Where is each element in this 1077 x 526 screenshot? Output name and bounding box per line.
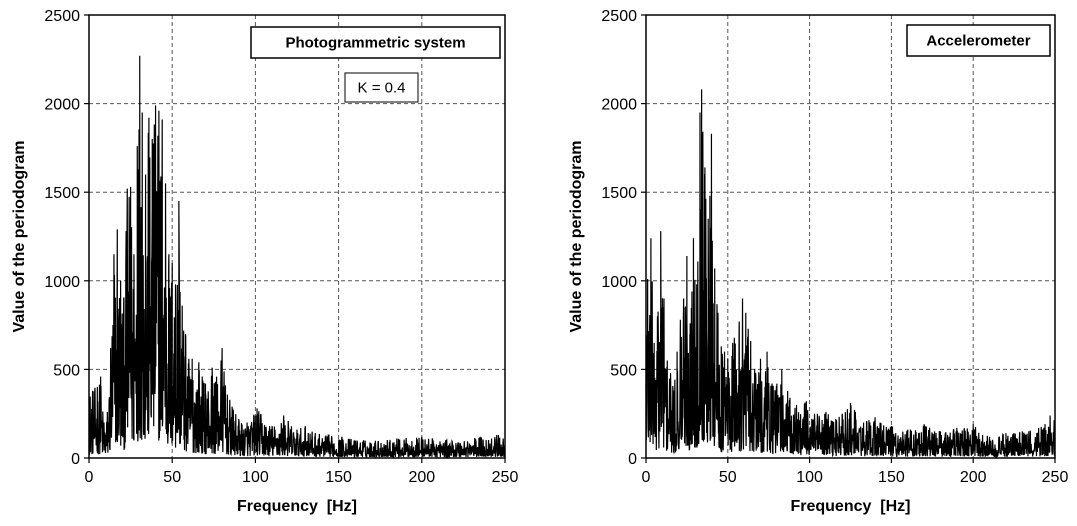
chart-title: Accelerometer	[926, 33, 1030, 50]
y-tick-label: 2500	[44, 8, 80, 25]
x-tick-label: 200	[960, 469, 987, 486]
chart-left: 0 50 100 150 200 250 0 500 1000 1500 2000 2500 Frequ…	[0, 0, 520, 521]
y-tick-label: 500	[610, 362, 637, 379]
annotation-text: K = 0.4	[358, 80, 406, 97]
plot-frame	[88, 14, 506, 459]
annotation-box	[344, 72, 419, 103]
y-tick-label: 1500	[601, 185, 637, 202]
x-tick-label: 50	[719, 469, 737, 486]
y-tick-label: 0	[71, 451, 80, 468]
x-tick-label: 250	[1042, 469, 1069, 486]
y-tick-label: 2000	[601, 97, 637, 114]
y-tick-label: 1000	[44, 274, 80, 291]
chart-title: Photogrammetric system	[285, 35, 465, 52]
x-axis-title: Frequency [Hz]	[237, 498, 357, 515]
plot-frame	[645, 14, 1056, 459]
x-tick-label: 50	[163, 469, 181, 486]
x-tick-label: 100	[242, 469, 269, 486]
periodogram-series-line	[88, 55, 506, 460]
y-tick-label: 2500	[601, 8, 637, 25]
y-tick-label: 1000	[601, 274, 637, 291]
x-tick-label: 0	[85, 469, 94, 486]
chart-right: 0 50 100 150 200 250 0 500 1000 1500 2000 2500 Frequ…	[557, 0, 1077, 521]
y-axis-title: Value of the periodogram	[568, 140, 585, 332]
periodogram-series-line	[645, 89, 1056, 458]
x-tick-label: 150	[878, 469, 905, 486]
x-tick-label: 150	[325, 469, 352, 486]
y-tick-label: 2000	[44, 97, 80, 114]
y-tick-label: 500	[53, 362, 80, 379]
y-tick-label: 1500	[44, 185, 80, 202]
chart-title-box	[906, 24, 1051, 57]
y-axis-title: Value of the periodogram	[11, 140, 28, 332]
x-tick-label: 100	[796, 469, 823, 486]
x-axis-title: Frequency [Hz]	[790, 498, 910, 515]
x-tick-label: 250	[492, 469, 519, 486]
chart-title-box	[250, 26, 501, 59]
chart-right-svg: 0 50 100 150 200 25005001000150020002500Frequ…	[568, 8, 1069, 515]
x-tick-label: 200	[408, 469, 435, 486]
y-tick-label: 0	[628, 451, 637, 468]
x-tick-label: 0	[642, 469, 651, 486]
chart-left-svg: 0 50 100 150 200 25005001000150020002500Frequ…	[11, 8, 519, 515]
